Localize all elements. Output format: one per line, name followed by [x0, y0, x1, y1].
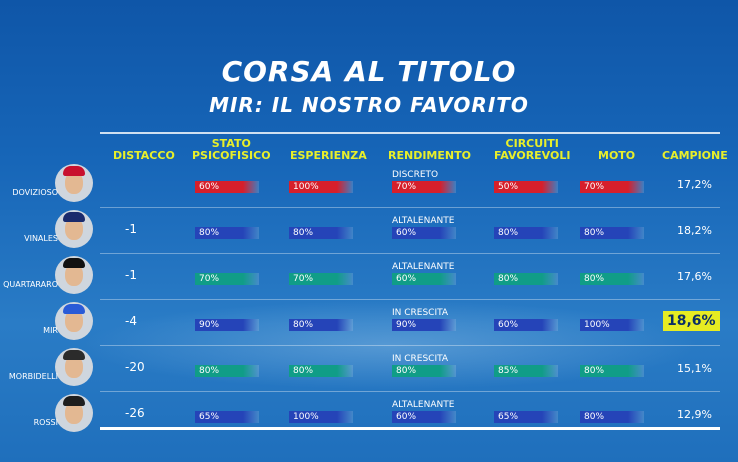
bar-stato: 65%	[195, 411, 259, 423]
bar-esperienza: 80%	[289, 365, 353, 377]
rider-row-dovizioso: DOVIZIOSO 60% 100% 70% 50% 70% DISCRETO 17,2%	[0, 162, 738, 208]
bar-circuiti: 80%	[494, 227, 558, 239]
campione-value: 12,9%	[677, 408, 712, 421]
rider-distacco: -4	[125, 314, 137, 328]
header-distacco: DISTACCO	[113, 149, 175, 162]
bar-moto: 80%	[580, 365, 644, 377]
rider-name: QUARTARARO	[3, 280, 58, 289]
bar-moto: 80%	[580, 227, 644, 239]
rendimento-note: ALTALENANTE	[392, 216, 455, 226]
rider-name: DOVIZIOSO	[12, 188, 58, 197]
header-rendimento: RENDIMENTO	[388, 149, 471, 162]
rider-distacco: -1	[125, 268, 137, 282]
rider-name: VINALES	[24, 234, 58, 243]
rendimento-note: ALTALENANTE	[392, 262, 455, 272]
bar-circuiti: 60%	[494, 319, 558, 331]
rider-avatar	[55, 348, 93, 386]
rider-distacco: -1	[125, 222, 137, 236]
rider-row-quartararo: QUARTARARO -1 70% 70% 60% 80% 80% ALTALENANTE 17…	[0, 254, 738, 300]
rider-avatar	[55, 256, 93, 294]
rider-name: MIR	[43, 326, 58, 335]
bar-stato: 80%	[195, 227, 259, 239]
bar-esperienza: 80%	[289, 227, 353, 239]
rider-distacco: -20	[125, 360, 145, 374]
row-divider	[100, 207, 720, 208]
rendimento-note: IN CRESCITA	[392, 354, 449, 364]
rendimento-note: DISCRETO	[392, 170, 439, 180]
rendimento-note: IN CRESCITA	[392, 308, 449, 318]
rider-avatar	[55, 302, 93, 340]
header-campione: CAMPIONE	[662, 149, 728, 162]
bar-moto: 80%	[580, 411, 644, 423]
table-bottom-line	[100, 427, 720, 430]
bar-moto: 70%	[580, 181, 644, 193]
bar-rendimento: 60%	[392, 273, 456, 285]
bar-circuiti: 50%	[494, 181, 558, 193]
rider-row-vinales: VINALES -1 80% 80% 60% 80% 80% ALTALENANTE 18,2%	[0, 208, 738, 254]
subtitle: MIR: IL NOSTRO FAVORITO	[209, 93, 529, 117]
rider-avatar	[55, 210, 93, 248]
row-divider	[100, 391, 720, 392]
rider-name: MORBIDELLI	[8, 372, 58, 381]
rider-name: ROSSI	[33, 418, 58, 427]
bar-circuiti: 65%	[494, 411, 558, 423]
main-title: CORSA AL TITOLO	[221, 55, 517, 88]
rider-distacco: -26	[125, 406, 145, 420]
row-divider	[100, 253, 720, 254]
bar-esperienza: 70%	[289, 273, 353, 285]
row-divider	[100, 299, 720, 300]
header-moto: MOTO	[598, 149, 636, 162]
campione-value: 17,6%	[677, 270, 712, 283]
row-divider	[100, 345, 720, 346]
bar-stato: 60%	[195, 181, 259, 193]
header-circuiti-favorevoli: CIRCUITI FAVOREVOLI	[494, 137, 571, 162]
bar-stato: 90%	[195, 319, 259, 331]
bar-esperienza: 80%	[289, 319, 353, 331]
campione-value: 18,2%	[677, 224, 712, 237]
rider-row-morbidelli: MORBIDELLI -20 80% 80% 80% 85% 80% IN CRESCITA 1…	[0, 346, 738, 392]
bar-stato: 80%	[195, 365, 259, 377]
rider-row-rossi: ROSSI -26 65% 100% 60% 65% 80% ALTALENANTE 12,9%	[0, 392, 738, 438]
table-top-line	[100, 132, 720, 134]
bar-rendimento: 70%	[392, 181, 456, 193]
bar-circuiti: 85%	[494, 365, 558, 377]
rider-avatar	[55, 394, 93, 432]
campione-value: 15,1%	[677, 362, 712, 375]
bar-esperienza: 100%	[289, 181, 353, 193]
bar-stato: 70%	[195, 273, 259, 285]
header-stato-psicofisico: STATO PSICOFISICO	[192, 137, 271, 162]
rendimento-note: ALTALENANTE	[392, 400, 455, 410]
bar-rendimento: 90%	[392, 319, 456, 331]
campione-value: 17,2%	[677, 178, 712, 191]
bar-moto: 80%	[580, 273, 644, 285]
bar-rendimento: 60%	[392, 227, 456, 239]
rider-row-mir: MIR -4 90% 80% 90% 60% 100% IN CRESCITA 18,6%	[0, 300, 738, 346]
bar-rendimento: 60%	[392, 411, 456, 423]
bar-rendimento: 80%	[392, 365, 456, 377]
bar-circuiti: 80%	[494, 273, 558, 285]
rider-avatar	[55, 164, 93, 202]
campione-value: 18,6%	[663, 311, 720, 331]
header-esperienza: ESPERIENZA	[290, 149, 367, 162]
bar-esperienza: 100%	[289, 411, 353, 423]
bar-moto: 100%	[580, 319, 644, 331]
